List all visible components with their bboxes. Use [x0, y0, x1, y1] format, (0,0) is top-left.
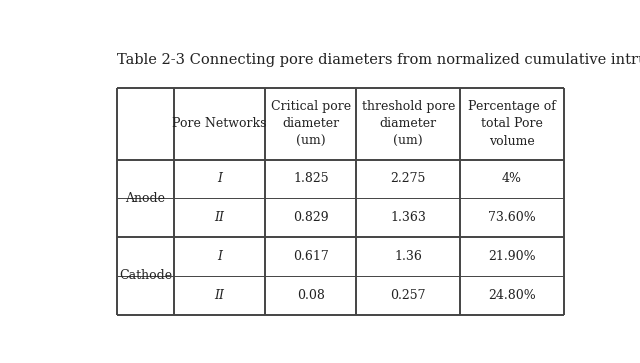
Text: 24.80%: 24.80%: [488, 289, 536, 302]
Text: 1.36: 1.36: [394, 250, 422, 263]
Text: II: II: [214, 211, 225, 224]
Text: 2.275: 2.275: [390, 172, 426, 185]
Text: Table 2-3 Connecting pore diameters from normalized cumulative intrusion curves.: Table 2-3 Connecting pore diameters from…: [117, 53, 640, 68]
Text: 1.825: 1.825: [293, 172, 328, 185]
Text: Anode: Anode: [125, 192, 166, 205]
Text: II: II: [214, 289, 225, 302]
Text: Percentage of
total Pore
volume: Percentage of total Pore volume: [468, 100, 556, 148]
Text: 21.90%: 21.90%: [488, 250, 536, 263]
Text: Pore Networks: Pore Networks: [172, 118, 267, 130]
Text: Critical pore
diameter
(um): Critical pore diameter (um): [271, 100, 351, 148]
Text: I: I: [217, 172, 222, 185]
Text: 0.257: 0.257: [390, 289, 426, 302]
Text: 0.829: 0.829: [293, 211, 328, 224]
Text: threshold pore
diameter
(um): threshold pore diameter (um): [362, 100, 455, 148]
Text: 0.617: 0.617: [293, 250, 329, 263]
Text: 0.08: 0.08: [297, 289, 324, 302]
Text: I: I: [217, 250, 222, 263]
Text: 73.60%: 73.60%: [488, 211, 536, 224]
Text: 1.363: 1.363: [390, 211, 426, 224]
Text: 4%: 4%: [502, 172, 522, 185]
Text: Cathode: Cathode: [119, 269, 172, 282]
